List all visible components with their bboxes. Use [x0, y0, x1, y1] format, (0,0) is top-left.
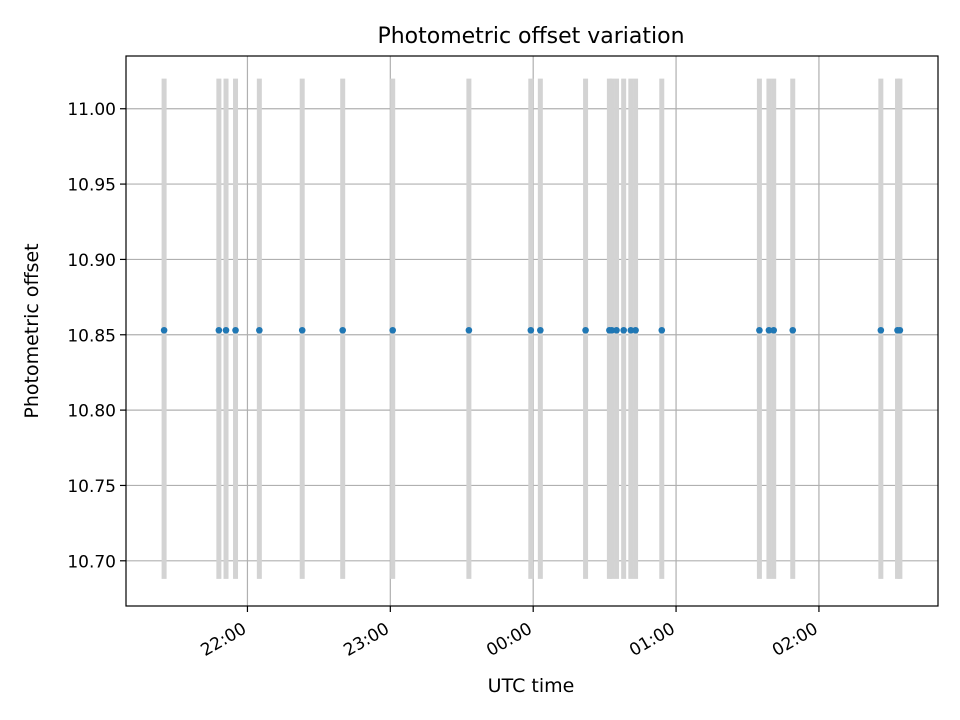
data-point	[389, 326, 396, 334]
chart-title: Photometric offset variation	[377, 24, 684, 49]
data-point	[658, 326, 666, 334]
y-tick-label: 10.95	[67, 176, 116, 196]
data-point	[765, 326, 773, 334]
data-point	[465, 326, 473, 334]
y-tick-label: 11.00	[67, 100, 116, 120]
data-point	[632, 326, 639, 334]
data-point	[298, 326, 306, 334]
data-point	[537, 326, 544, 334]
point-layer	[160, 326, 904, 334]
data-point	[896, 326, 904, 334]
x-axis-label: UTC time	[488, 675, 575, 697]
y-tick-label: 10.90	[67, 251, 116, 271]
y-tick-label: 10.75	[67, 477, 116, 497]
data-point	[582, 326, 589, 334]
y-tick-label: 10.80	[67, 402, 116, 422]
data-point	[339, 326, 346, 334]
data-point	[215, 326, 223, 334]
data-point	[222, 326, 230, 334]
data-point	[789, 326, 797, 334]
data-point	[756, 326, 763, 334]
y-tick-label: 10.85	[67, 326, 116, 346]
data-point	[232, 326, 239, 334]
data-point	[160, 326, 168, 334]
data-point	[770, 326, 777, 334]
plot-frame	[125, 55, 939, 607]
data-point	[613, 326, 620, 334]
data-point	[620, 326, 627, 334]
data-point	[627, 326, 635, 334]
data-point	[877, 326, 885, 334]
data-point	[608, 326, 616, 334]
data-point	[527, 326, 535, 334]
y-tick-label: 10.70	[67, 552, 116, 572]
y-axis-label: Photometric offset	[21, 243, 43, 418]
data-point	[256, 326, 263, 334]
